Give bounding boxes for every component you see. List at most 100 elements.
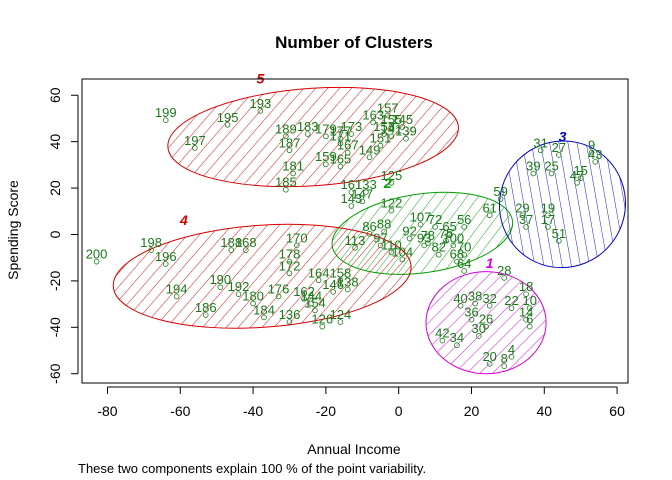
data-point [348, 189, 355, 195]
point-label: 147 [351, 186, 373, 201]
data-point [461, 268, 468, 274]
y-axis-label: Spending Score [5, 180, 21, 280]
point-label: 65 [442, 219, 456, 234]
data-point [286, 258, 293, 265]
data-point [454, 258, 460, 265]
data-point [308, 300, 315, 307]
point-label: 165 [330, 152, 352, 167]
data-point [359, 198, 366, 205]
point-label: 17 [541, 212, 555, 227]
data-point [283, 133, 289, 140]
point-label: 168 [235, 235, 257, 250]
point-label: 15 [573, 163, 587, 178]
data-point [235, 291, 242, 297]
data-point [348, 203, 355, 209]
data-point [523, 291, 529, 297]
data-point [588, 149, 595, 156]
point-label: 78 [421, 228, 435, 243]
point-label: 146 [322, 277, 344, 292]
data-point [301, 296, 307, 302]
x-tick-label: 0 [395, 403, 403, 419]
data-point [523, 316, 529, 323]
point-label: 6 [526, 312, 533, 327]
x-tick-label: 40 [536, 403, 552, 419]
data-point [202, 312, 209, 318]
cluster-1-ellipse [425, 271, 547, 375]
point-label: 122 [381, 196, 403, 211]
point-label: 32 [482, 291, 496, 306]
data-point [377, 142, 384, 149]
data-point [483, 323, 489, 330]
x-tick-label: -20 [316, 403, 336, 419]
point-label: 14 [519, 305, 533, 320]
data-point [406, 235, 413, 242]
point-label: 37 [519, 212, 533, 227]
plot-frame [81, 78, 629, 384]
data-point [486, 212, 493, 219]
data-point [388, 207, 395, 214]
data-point [545, 224, 551, 230]
point-label: 39 [526, 159, 540, 174]
point-label: 113 [345, 233, 366, 248]
data-point [468, 316, 475, 323]
data-point [283, 186, 289, 193]
data-point [162, 261, 169, 267]
data-point [472, 300, 478, 307]
data-point [315, 277, 322, 284]
data-point [454, 342, 460, 349]
y-tick-label: 40 [47, 134, 63, 150]
point-label: 144 [300, 288, 322, 303]
data-point [148, 247, 154, 253]
point-label: 51 [552, 226, 566, 241]
point-label: 82 [431, 240, 445, 255]
data-point [192, 145, 198, 151]
chart-caption: These two components explain 100 % of th… [78, 461, 426, 476]
point-label: 194 [166, 281, 188, 296]
point-label: 31 [533, 135, 547, 150]
cluster-ellipses [112, 86, 626, 375]
data-point [250, 300, 256, 307]
x-tick-label: -80 [97, 403, 117, 419]
data-point [403, 135, 409, 142]
data-point [388, 124, 395, 130]
x-tick-label: 60 [609, 403, 625, 419]
point-label: 151 [370, 131, 392, 146]
point-label: 149 [359, 142, 381, 157]
point-label: 172 [279, 258, 301, 273]
data-point [243, 247, 249, 253]
data-point [344, 286, 351, 293]
point-label: 139 [395, 124, 417, 139]
point-label: 64 [457, 256, 471, 271]
data-point [337, 163, 344, 170]
data-point [439, 337, 446, 344]
point-label: 159 [315, 149, 337, 164]
data-point [323, 161, 329, 168]
cluster-4-label: 4 [179, 212, 188, 228]
point-label: 28 [497, 263, 511, 278]
point-label: 19 [541, 200, 555, 215]
point-label: 197 [184, 133, 206, 148]
point-label: 184 [253, 302, 275, 317]
data-point [399, 256, 406, 263]
data-point [275, 293, 282, 300]
data-point [508, 305, 515, 311]
point-label: 29 [515, 200, 529, 215]
x-tick-label: -60 [170, 403, 190, 419]
point-label: 199 [155, 105, 177, 120]
data-point [366, 154, 373, 161]
data-point [93, 258, 100, 265]
data-point [162, 117, 169, 123]
data-point [475, 333, 482, 339]
point-label: 162 [293, 284, 315, 299]
data-point [377, 242, 384, 249]
point-label: 86 [362, 219, 376, 234]
point-label: 195 [217, 110, 239, 125]
point-label: 126 [311, 312, 333, 327]
point-label: 61 [482, 200, 496, 215]
data-point [592, 159, 599, 165]
data-point [577, 175, 584, 181]
point-label: 38 [468, 288, 482, 303]
point-label: 185 [275, 175, 297, 190]
point-label: 173 [341, 119, 363, 134]
